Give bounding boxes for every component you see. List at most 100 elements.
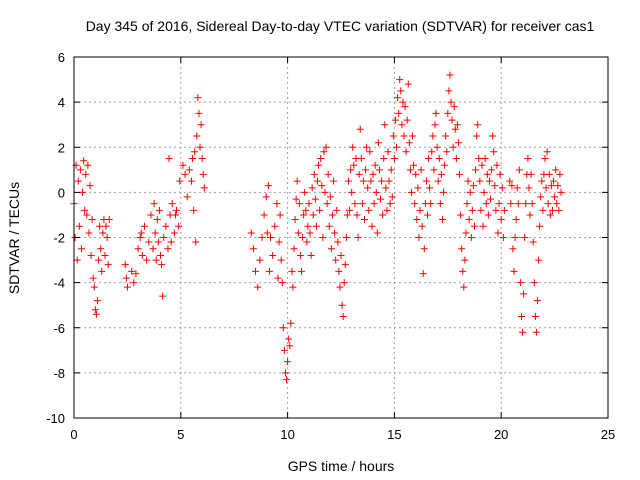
- data-point: [509, 245, 517, 253]
- data-point: [86, 182, 94, 190]
- data-point: [334, 238, 342, 246]
- data-point: [393, 143, 401, 151]
- data-point: [369, 170, 377, 178]
- data-point: [171, 211, 179, 219]
- data-point: [430, 166, 438, 174]
- data-point: [442, 132, 450, 140]
- data-point: [296, 252, 304, 260]
- data-point: [147, 211, 155, 219]
- data-point: [271, 222, 279, 230]
- data-point: [539, 206, 547, 214]
- y-axis-label: SDTVAR / TECUs: [6, 182, 22, 294]
- data-point: [378, 177, 386, 185]
- data-point: [308, 184, 316, 192]
- data-point: [290, 245, 298, 253]
- data-point: [307, 252, 315, 260]
- data-point: [427, 200, 435, 208]
- data-point: [492, 206, 500, 214]
- data-point: [289, 283, 297, 291]
- data-point: [256, 256, 264, 264]
- data-point: [336, 283, 344, 291]
- data-point: [324, 170, 332, 178]
- data-point: [479, 222, 487, 230]
- data-point: [132, 270, 140, 278]
- data-point: [515, 166, 523, 174]
- data-point: [449, 143, 457, 151]
- data-point: [459, 267, 467, 275]
- data-point: [295, 200, 303, 208]
- data-point: [81, 206, 89, 214]
- data-point: [105, 215, 113, 223]
- data-point: [411, 200, 419, 208]
- data-point: [274, 274, 282, 282]
- data-point: [189, 155, 197, 163]
- data-point: [494, 229, 502, 237]
- data-point: [535, 256, 543, 264]
- data-point: [366, 148, 374, 156]
- data-point: [95, 256, 103, 264]
- data-point: [155, 206, 163, 214]
- data-point: [401, 103, 409, 111]
- data-point: [527, 170, 535, 178]
- data-point: [339, 312, 347, 320]
- data-point: [291, 215, 299, 223]
- data-point: [426, 184, 434, 192]
- data-point: [420, 245, 428, 253]
- data-point: [292, 195, 300, 203]
- data-point: [557, 188, 565, 196]
- data-point: [382, 184, 390, 192]
- data-point: [547, 182, 555, 190]
- data-point: [385, 177, 393, 185]
- data-point: [348, 188, 356, 196]
- data-point: [185, 166, 193, 174]
- data-point: [354, 234, 362, 241]
- data-point: [548, 206, 556, 214]
- data-point: [187, 177, 195, 185]
- data-point: [370, 200, 378, 208]
- data-point: [386, 200, 394, 208]
- data-point: [164, 245, 172, 253]
- data-point: [321, 188, 329, 196]
- data-point: [384, 148, 392, 156]
- data-point: [92, 310, 100, 318]
- data-point: [434, 177, 442, 185]
- data-point: [441, 161, 449, 169]
- data-point: [510, 267, 518, 275]
- data-point: [410, 161, 418, 169]
- data-point: [196, 143, 204, 151]
- data-point: [347, 166, 355, 174]
- data-point: [79, 188, 87, 196]
- data-point: [269, 252, 277, 260]
- data-point: [402, 148, 410, 156]
- data-point: [532, 328, 540, 336]
- data-point: [331, 229, 339, 237]
- data-point: [463, 200, 471, 208]
- data-point: [424, 211, 432, 219]
- data-point: [380, 155, 388, 163]
- data-point: [176, 177, 184, 185]
- data-point: [318, 182, 326, 190]
- data-point: [446, 71, 454, 79]
- data-point: [283, 376, 291, 384]
- data-point: [417, 166, 425, 174]
- data-point: [360, 215, 368, 223]
- data-point: [299, 234, 307, 241]
- data-point: [254, 283, 262, 291]
- data-point: [415, 234, 423, 241]
- data-point: [364, 184, 372, 192]
- data-point: [137, 229, 145, 237]
- data-point: [349, 143, 357, 151]
- data-point: [76, 166, 84, 174]
- data-point: [481, 155, 489, 163]
- data-point: [310, 170, 318, 178]
- data-point: [190, 206, 198, 214]
- data-point: [528, 200, 536, 208]
- x-tick-label: 15: [387, 427, 401, 442]
- data-point: [538, 177, 546, 185]
- data-point: [341, 261, 349, 269]
- x-tick-label: 25: [601, 427, 615, 442]
- data-point: [183, 193, 191, 201]
- data-point: [316, 206, 324, 214]
- data-point: [138, 252, 146, 260]
- y-tick-labels: -10 -8 -6 -4 -2 0 2 4 6: [46, 50, 65, 426]
